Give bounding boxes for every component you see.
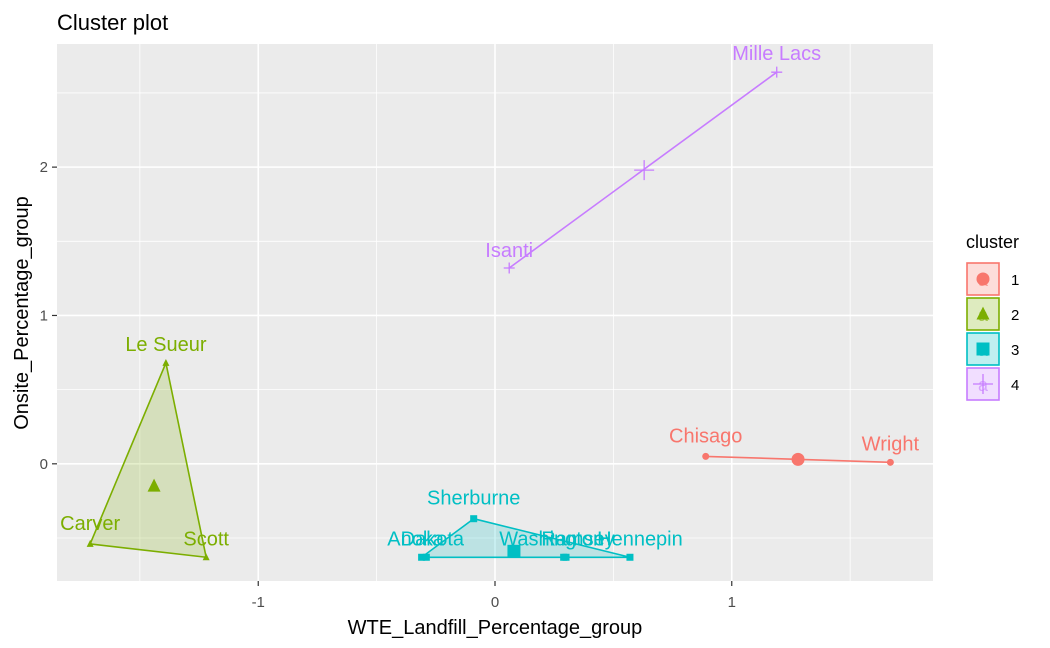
point-marker <box>162 358 170 366</box>
y-tick-label: 1 <box>40 307 48 324</box>
point-label: Anoka <box>387 528 445 550</box>
legend-key-symbol <box>973 374 993 394</box>
legend-label: 4 <box>1011 377 1019 394</box>
cluster-center-4 <box>634 160 655 181</box>
legend-key-symbol <box>976 306 990 320</box>
point-marker <box>886 458 894 466</box>
cluster-center-2 <box>147 478 161 492</box>
legend-label: 1 <box>1011 272 1019 289</box>
point-label: Isanti <box>485 240 533 262</box>
legend-key-glyph: a <box>978 375 989 395</box>
point-label: Mille Lacs <box>732 43 821 65</box>
cluster-centers <box>147 160 805 558</box>
y-tick-label: 2 <box>40 159 48 176</box>
x-tick-label: 1 <box>728 594 736 611</box>
legend-label: 2 <box>1011 307 1019 324</box>
point-label: Wright <box>862 433 920 455</box>
point-marker <box>418 553 426 561</box>
x-tick-label: -1 <box>252 594 265 611</box>
point-label: Scott <box>183 528 229 550</box>
axes: -1 0 1 0 1 2 <box>40 159 736 611</box>
legend-key-glyph: a <box>978 340 989 360</box>
cluster-hull-2 <box>88 360 208 559</box>
point-label: Chisago <box>669 425 742 447</box>
point-label: Washington <box>499 528 604 550</box>
point-label: Dakota <box>401 528 465 550</box>
y-tick-label: 0 <box>40 456 48 473</box>
grid-major <box>57 44 933 581</box>
x-tick-label: 0 <box>491 594 499 611</box>
point-label: Sherburne <box>427 488 520 510</box>
y-axis-label: Onsite_Percentage_group <box>11 196 33 430</box>
legend-key-symbol <box>976 272 990 286</box>
point-marker <box>771 66 783 78</box>
point-marker <box>86 539 94 547</box>
cluster-points <box>86 66 894 561</box>
legend: cluster a 1a 2a 3a 4 <box>966 232 1019 401</box>
cluster-center-1 <box>791 452 805 466</box>
point-marker <box>202 553 210 561</box>
point-label: Ramsey <box>541 528 614 550</box>
legend-key-symbol <box>976 342 990 356</box>
point-marker <box>702 452 710 460</box>
chart-title: Cluster plot <box>57 10 168 35</box>
legend-key-glyph: a <box>978 305 989 325</box>
point-label: Carver <box>60 513 120 535</box>
legend-title: cluster <box>966 232 1019 252</box>
point-marker <box>626 553 634 561</box>
point-marker <box>562 553 570 561</box>
point-marker <box>422 553 430 561</box>
cluster-hull-3 <box>419 517 631 559</box>
legend-label: 3 <box>1011 342 1019 359</box>
point-label: Le Sueur <box>125 334 207 356</box>
x-axis-label: WTE_Landfill_Percentage_group <box>348 617 643 639</box>
point-labels: Chisago Wright Le Sueur Carver Scott Sherburn… <box>60 43 919 550</box>
point-marker <box>470 515 478 523</box>
legend-key-glyph: a <box>978 270 989 290</box>
point-label: Hennepin <box>597 528 683 550</box>
cluster-center-3 <box>507 544 521 558</box>
point-marker <box>503 262 515 274</box>
